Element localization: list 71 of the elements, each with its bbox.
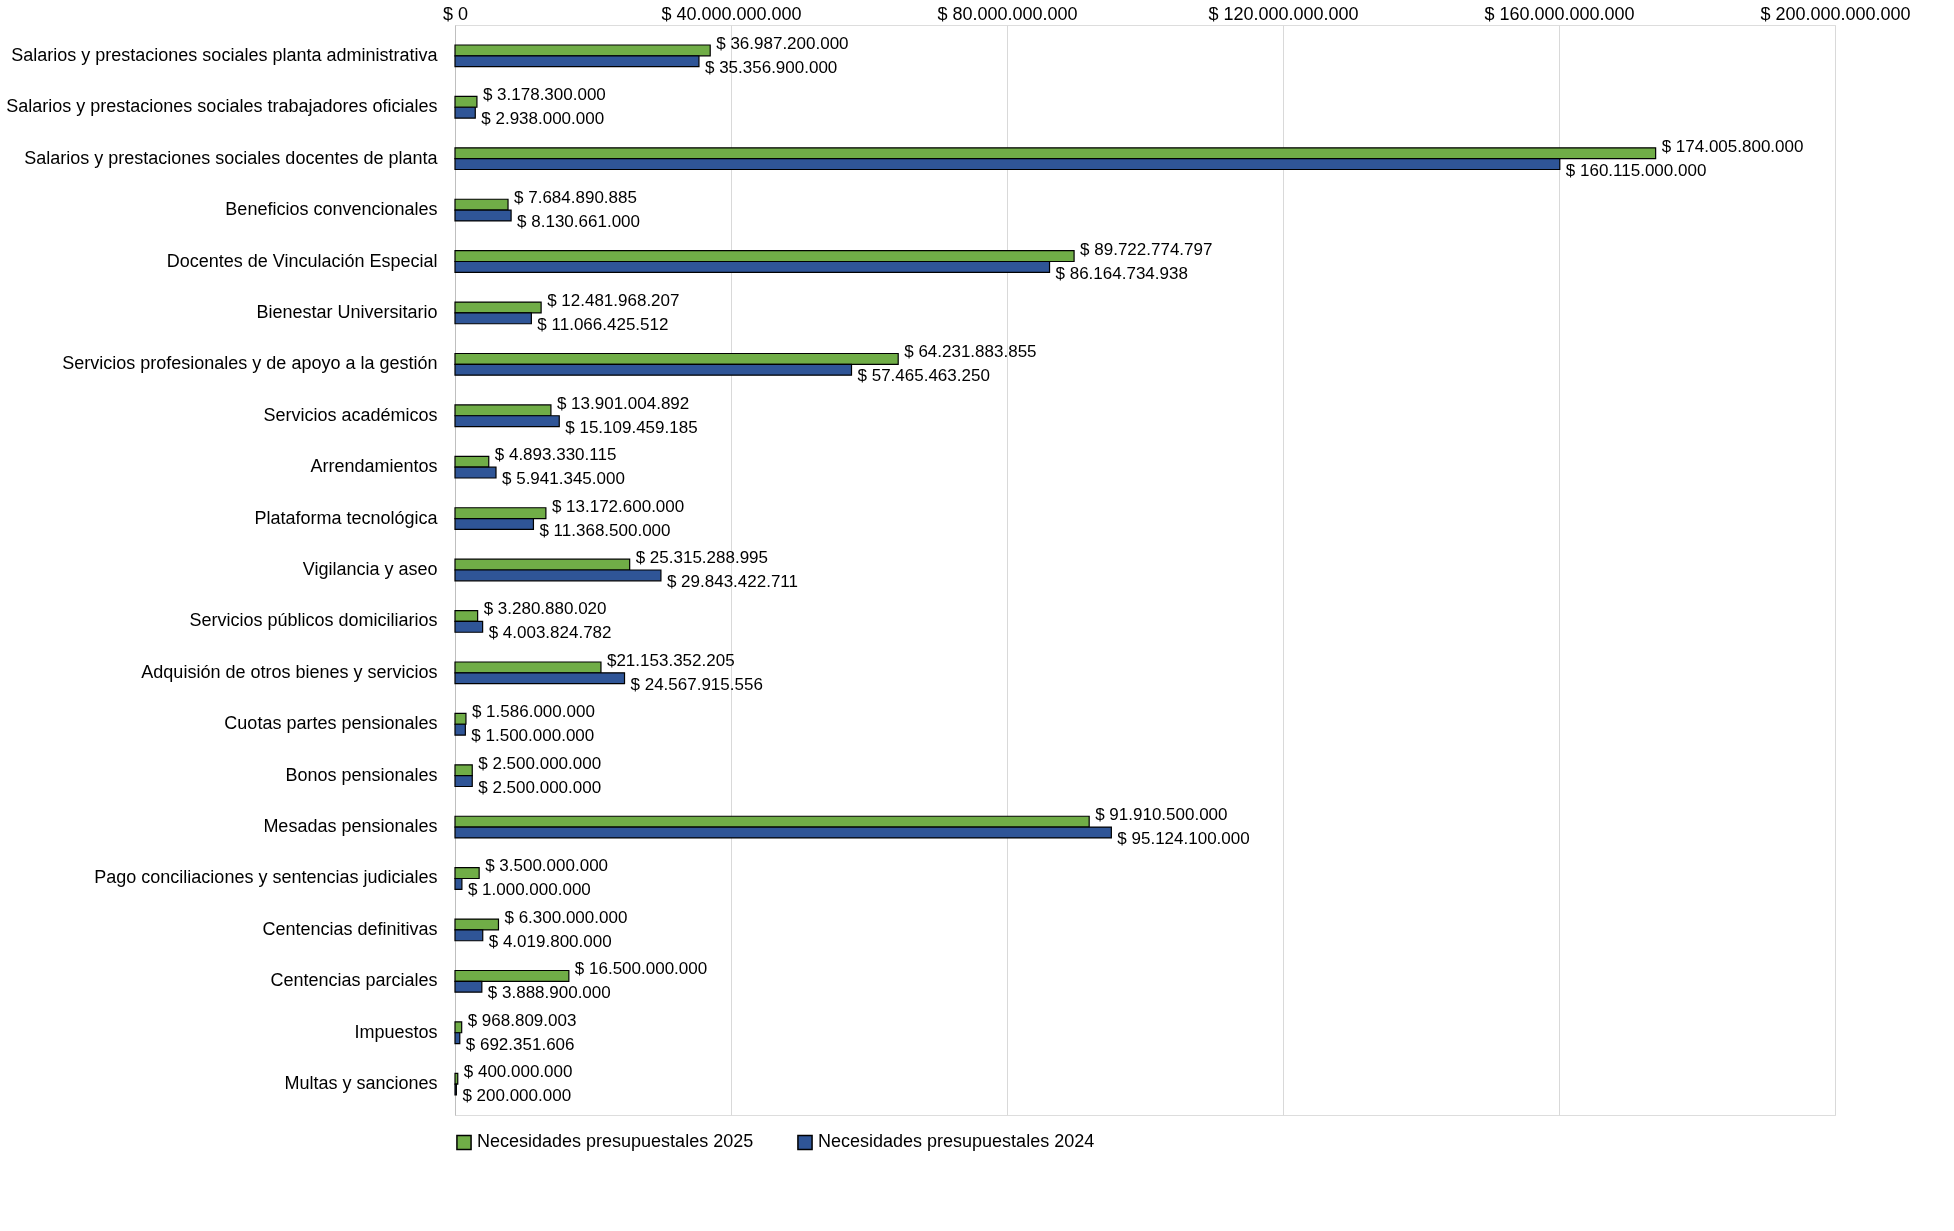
data-label: $ 6.300.000.000 <box>504 907 628 927</box>
data-label: $ 4.003.824.782 <box>488 623 612 643</box>
data-label: $ 3.500.000.000 <box>485 856 609 876</box>
data-label: $ 3.280.880.020 <box>483 599 607 619</box>
data-label: $ 692.351.606 <box>465 1034 575 1054</box>
data-label: $ 2.938.000.000 <box>481 109 605 129</box>
data-label: $ 3.178.300.000 <box>482 85 606 105</box>
y-tick-label: Servicios profesionales y de apoyo a la gestión <box>62 353 438 374</box>
data-label: $ 1.586.000.000 <box>471 702 595 722</box>
data-label: $ 174.005.800.000 <box>1661 136 1804 156</box>
x-tick-label: $ 120.000.000.000 <box>1208 3 1359 24</box>
data-label: $ 13.172.600.000 <box>551 496 685 516</box>
data-label: $ 15.109.459.185 <box>565 417 698 437</box>
x-tick-label: $ 40.000.000.000 <box>661 3 802 24</box>
y-tick-label: Bonos pensionales <box>285 764 438 785</box>
data-label: $ 64.231.883.855 <box>904 342 1037 362</box>
y-tick-label: Pago conciliaciones y sentencias judiciales <box>94 867 438 888</box>
data-label: $ 1.000.000.000 <box>467 880 591 900</box>
y-tick-label: Docentes de Vinculación Especial <box>166 250 438 271</box>
data-label: $ 11.066.425.512 <box>537 314 669 334</box>
data-label: $ 4.019.800.000 <box>488 931 612 951</box>
x-tick-label: $ 0 <box>442 3 469 24</box>
data-label: $ 29.843.422.711 <box>666 572 799 591</box>
data-label: $ 5.941.345.000 <box>502 469 625 489</box>
data-label: $ 12.481.968.207 <box>547 290 680 310</box>
legend-label: Necesidades presupuestales 2024 <box>818 1131 1095 1152</box>
data-label: $21.153.352.205 <box>606 650 735 670</box>
y-tick-label: Bienestar Universitario <box>256 301 438 322</box>
y-tick-label: Centencias parciales <box>270 970 438 991</box>
y-tick-label: Arrendamientos <box>310 456 438 477</box>
data-label: $ 2.500.000.000 <box>478 753 602 773</box>
y-tick-label: Vigilancia y aseo <box>302 559 438 579</box>
y-tick-label: Cuotas partes pensionales <box>224 713 438 734</box>
y-tick-label: Impuestos <box>354 1021 438 1042</box>
y-tick-label: Multas y sanciones <box>284 1073 438 1094</box>
data-label: $ 160.115.000.000 <box>1565 160 1707 180</box>
data-label: $ 91.910.500.000 <box>1095 805 1228 825</box>
data-label: $ 200.000.000 <box>462 1086 572 1106</box>
y-tick-label: Servicios públicos domiciliarios <box>189 610 438 631</box>
data-label: $ 36.987.200.000 <box>716 33 849 53</box>
y-tick-label: Mesadas pensionales <box>263 816 438 837</box>
data-label: $ 16.500.000.000 <box>574 959 708 979</box>
data-label: $ 400.000.000 <box>463 1062 573 1082</box>
data-label: $ 7.684.890.885 <box>514 188 637 208</box>
y-tick-label: Salarios y prestaciones sociales docentes de planta <box>24 147 439 168</box>
y-tick-label: Plataforma tecnológica <box>254 507 439 528</box>
y-tick-label: Adquisión de otros bienes y servicios <box>141 661 438 682</box>
data-label: $ 3.888.900.000 <box>487 983 611 1003</box>
data-label: $ 57.465.463.250 <box>857 366 990 386</box>
data-label: $ 95.124.100.000 <box>1117 829 1250 849</box>
legend-label: Necesidades presupuestales 2025 <box>477 1131 754 1152</box>
data-label: $ 968.809.003 <box>467 1010 577 1030</box>
data-label: $ 24.567.915.556 <box>630 674 763 694</box>
x-tick-label: $ 200.000.000.000 <box>1760 3 1911 24</box>
data-label: $ 1.500.000.000 <box>471 726 595 746</box>
data-label: $ 25.315.288.995 <box>635 548 769 567</box>
data-label: $ 86.164.734.938 <box>1055 263 1188 283</box>
data-label: $ 4.893.330.115 <box>494 445 617 465</box>
y-tick-label: Salarios y prestaciones sociales trabajadores oficiales <box>6 96 438 117</box>
data-label: $ 13.901.004.892 <box>556 393 690 413</box>
data-label: $ 89.722.774.797 <box>1080 239 1213 259</box>
y-tick-label: Salarios y prestaciones sociales planta administrativa <box>11 44 439 65</box>
data-label: $ 35.356.900.000 <box>704 57 838 77</box>
data-label: $ 11.368.500.000 <box>539 520 671 540</box>
data-label: $ 8.130.661.000 <box>517 212 641 232</box>
y-tick-label: Centencias definitivas <box>262 918 438 939</box>
x-tick-label: $ 80.000.000.000 <box>937 3 1078 24</box>
y-tick-label: Servicios académicos <box>263 404 438 425</box>
data-label: $ 2.500.000.000 <box>478 777 602 797</box>
y-tick-label: Beneficios convencionales <box>225 199 438 220</box>
x-tick-label: $ 160.000.000.000 <box>1484 3 1635 24</box>
